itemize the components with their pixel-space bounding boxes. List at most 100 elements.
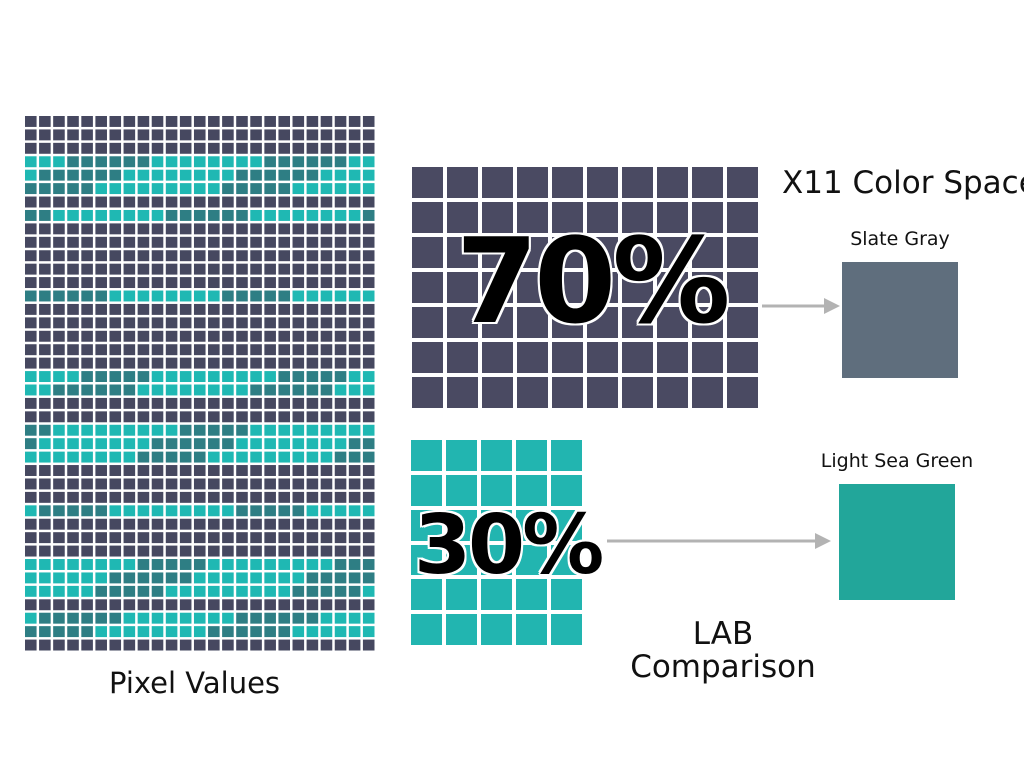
lab-label-line2: Comparison [630, 649, 816, 685]
pixel-cell [334, 532, 347, 544]
grid-cell [411, 440, 442, 471]
pixel-cell [222, 223, 234, 235]
pixel-cell [67, 572, 79, 584]
pixel-cell [67, 599, 79, 611]
pixel-cell [151, 303, 164, 315]
pixel-cell [334, 183, 347, 195]
pixel-cell [151, 129, 164, 141]
pixel-cell [53, 277, 65, 289]
pixel-cell [236, 223, 248, 235]
pixel-cell [362, 612, 375, 624]
grid-cell [727, 307, 758, 338]
pixel-cell [137, 478, 150, 490]
grid-cell [412, 167, 443, 198]
pixel-cell [236, 639, 248, 651]
pixel-cell [193, 626, 206, 638]
pixel-cell [334, 639, 347, 651]
pixel-cell [25, 572, 37, 584]
pixel-cell [306, 397, 319, 409]
pixel-cell [137, 290, 150, 302]
grid-cell [587, 307, 618, 338]
pixel-cell [334, 384, 347, 396]
pixel-cell [250, 572, 262, 584]
pixel-cell [95, 465, 107, 476]
pixel-cell [123, 129, 136, 141]
pixel-cell [222, 572, 234, 584]
grid-cell [481, 579, 512, 611]
pixel-cell [179, 424, 192, 436]
pixel-cell [236, 303, 248, 315]
pixel-cell [193, 559, 206, 570]
pixel-cell [109, 277, 122, 289]
pixel-cell [208, 465, 220, 476]
pixel-cell [137, 424, 150, 436]
pixel-cell [95, 223, 107, 235]
grid-cell [692, 377, 723, 408]
pixel-cell [320, 572, 333, 584]
pixel-cell [348, 438, 361, 450]
pixel-cell [25, 142, 37, 154]
pixel-cell [320, 465, 333, 476]
pixel-cell [165, 330, 178, 342]
pixel-cell [67, 357, 79, 369]
pixel-cell [95, 169, 107, 181]
pixel-cell [320, 196, 333, 208]
pixel-cell [137, 532, 150, 544]
pixel-cell [250, 317, 262, 329]
pixel-cell [222, 183, 234, 195]
pixel-cell [39, 344, 51, 356]
pixel-cell [292, 183, 305, 195]
pixel-cell [264, 559, 276, 570]
pixel-cell [123, 572, 136, 584]
pixel-cell [95, 277, 107, 289]
pixel-cell [208, 612, 220, 624]
grid-cell [412, 342, 443, 373]
pixel-cell [292, 263, 305, 275]
pixel-cell [208, 277, 220, 289]
pixel-cell [137, 612, 150, 624]
pixel-cell [250, 532, 262, 544]
pixel-cell [109, 357, 122, 369]
pixel-cell [137, 357, 150, 369]
pixel-cell [81, 559, 93, 570]
pixel-cell [123, 599, 136, 611]
pixel-cell [320, 169, 333, 181]
pixel-cell [348, 585, 361, 597]
pixel-cell [278, 277, 291, 289]
pixel-cell [222, 250, 234, 262]
grid-cell [587, 237, 618, 268]
pixel-cell [67, 451, 79, 463]
pixel-cell [165, 236, 178, 248]
pixel-cell [278, 303, 291, 315]
pixel-cell [151, 330, 164, 342]
pixel-cell [165, 465, 178, 476]
pixel-cell [109, 438, 122, 450]
pixel-cell [278, 639, 291, 651]
pixel-cell [292, 317, 305, 329]
pixel-cell [264, 572, 276, 584]
pixel-cell [81, 411, 93, 423]
pixel-cell [306, 411, 319, 423]
pixel-cell [292, 330, 305, 342]
pixel-cell [151, 505, 164, 517]
pixel-cell [306, 223, 319, 235]
pixel-cell [362, 384, 375, 396]
pixel-cell [208, 290, 220, 302]
pixel-cell [320, 209, 333, 221]
pixel-cell [53, 290, 65, 302]
pixel-cell [208, 559, 220, 570]
pixel-cell [320, 116, 333, 127]
pixel-cell [236, 236, 248, 248]
pixel-cell [278, 290, 291, 302]
pixel-cell [151, 277, 164, 289]
pixel-cell [165, 639, 178, 651]
pixel-cell [179, 236, 192, 248]
pixel-cell [236, 559, 248, 570]
pixel-cell [222, 371, 234, 383]
pixel-cell [151, 478, 164, 490]
pixel-cell [362, 330, 375, 342]
pixel-cell [264, 465, 276, 476]
pixel-cell [306, 518, 319, 530]
pixel-cell [25, 223, 37, 235]
pixel-cell [179, 330, 192, 342]
